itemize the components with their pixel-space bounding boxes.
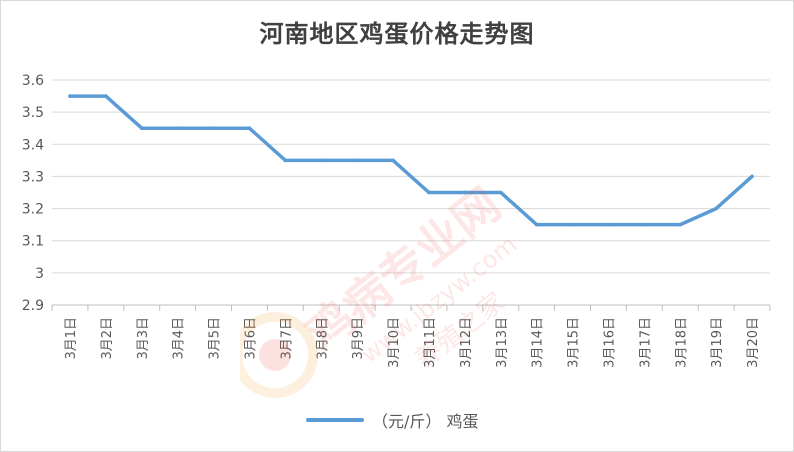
- y-tick-label: 3.5: [22, 105, 44, 121]
- x-tick-label: 3月17日: [638, 317, 653, 368]
- data-point: [283, 158, 288, 163]
- legend-line-swatch: [306, 418, 364, 422]
- x-tick-label: 3月11日: [423, 317, 438, 368]
- data-point: [104, 94, 108, 98]
- y-tick-label: 3.6: [22, 73, 44, 89]
- x-tick-label: 3月4日: [172, 317, 187, 360]
- y-tick-label: 3.2: [22, 202, 44, 218]
- data-point: [678, 222, 683, 227]
- data-point: [211, 126, 216, 131]
- x-tick-label: 3月18日: [674, 317, 689, 368]
- legend-label: （元/斤） 鸡蛋: [372, 412, 479, 431]
- x-tick-label: 3月6日: [243, 317, 258, 360]
- x-tick-label: 3月10日: [387, 317, 402, 368]
- x-tick-label: 3月5日: [208, 317, 223, 360]
- data-point: [355, 158, 359, 163]
- x-tick-label: 3月2日: [100, 317, 115, 360]
- x-tick-label: 3月19日: [710, 317, 725, 368]
- data-point: [642, 222, 647, 227]
- chart-title: 河南地区鸡蛋价格走势图: [259, 20, 535, 48]
- x-tick-label: 3月3日: [136, 317, 151, 360]
- data-point: [247, 126, 252, 131]
- x-tick-label: 3月9日: [351, 317, 366, 360]
- x-tick-label: 3月15日: [567, 317, 582, 368]
- chart-legend: （元/斤） 鸡蛋: [306, 408, 478, 432]
- data-point: [534, 222, 539, 227]
- y-tick-label: 3: [35, 266, 44, 282]
- data-point: [463, 190, 467, 195]
- data-point: [175, 126, 180, 131]
- data-point: [570, 222, 575, 227]
- data-point: [391, 158, 395, 163]
- data-point: [606, 222, 611, 227]
- y-tick-label: 2.9: [22, 298, 44, 314]
- data-point: [498, 190, 503, 195]
- x-tick-label: 3月12日: [459, 317, 474, 368]
- x-tick-label: 3月8日: [315, 317, 330, 360]
- y-tick-label: 3.3: [22, 169, 44, 185]
- data-point: [714, 206, 718, 211]
- data-point: [750, 174, 754, 179]
- x-tick-label: 3月16日: [602, 317, 617, 368]
- data-point: [319, 158, 324, 163]
- x-tick-label: 3月14日: [531, 317, 546, 368]
- x-tick-label: 3月20日: [746, 317, 761, 368]
- y-tick-label: 3.1: [22, 234, 44, 250]
- x-tick-label: 3月1日: [64, 317, 79, 360]
- data-point: [139, 126, 144, 131]
- data-point: [427, 190, 431, 195]
- series-line-0: [68, 94, 754, 227]
- data-point: [68, 94, 72, 98]
- x-tick-label: 3月7日: [279, 317, 294, 360]
- x-tick-label: 3月13日: [495, 317, 510, 368]
- y-tick-label: 3.4: [22, 137, 44, 153]
